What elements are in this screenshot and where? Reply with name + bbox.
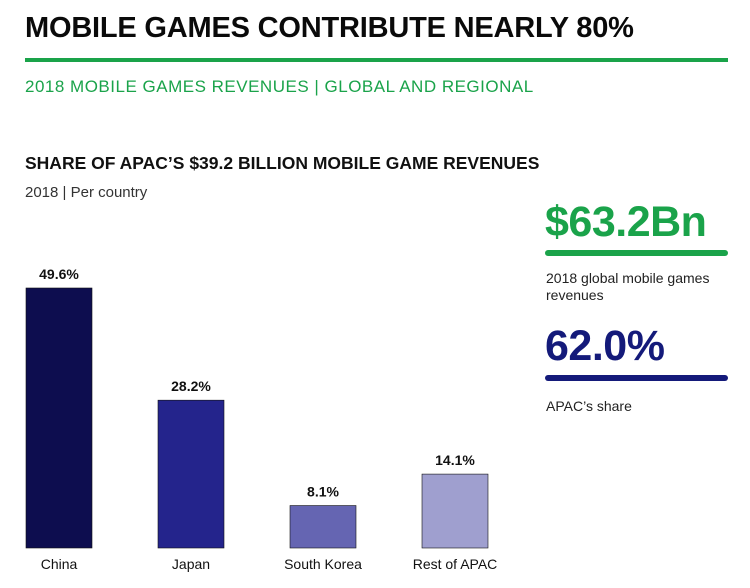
bar-chart: 49.6% China 28.2% Japan 8.1% South Korea 14.1%… bbox=[25, 266, 498, 572]
data-label-south-korea: 8.1% bbox=[307, 484, 339, 500]
chart-subtitle: 2018 | Per country bbox=[25, 184, 148, 201]
category-label-rest-of-apac: Rest of APAC bbox=[413, 556, 498, 572]
kpi-apac-share-value: 62.0% bbox=[545, 322, 665, 370]
kpi-apac-share-rule bbox=[545, 375, 728, 381]
bar-china bbox=[25, 287, 93, 549]
category-label-south-korea: South Korea bbox=[284, 556, 362, 572]
category-label-china: China bbox=[41, 556, 78, 572]
kpi-apac-share-description: APAC’s share bbox=[546, 398, 632, 414]
data-label-china: 49.6% bbox=[39, 266, 79, 282]
category-label-japan: Japan bbox=[172, 556, 210, 572]
chart-title: SHARE OF APAC’S $39.2 BILLION MOBILE GAM… bbox=[25, 153, 540, 173]
data-label-rest-of-apac: 14.1% bbox=[435, 452, 475, 468]
page-subtitle: 2018 MOBILE GAMES REVENUES | GLOBAL AND … bbox=[25, 77, 534, 96]
bar-south-korea bbox=[289, 505, 357, 549]
data-label-japan: 28.2% bbox=[171, 378, 211, 394]
kpi-global-revenue-description: 2018 global mobile games revenues bbox=[546, 270, 710, 303]
bar-rest-of-apac bbox=[421, 473, 489, 549]
kpi-global-revenue-rule bbox=[545, 250, 728, 256]
title-divider bbox=[25, 58, 728, 62]
kpi-global-revenue-value: $63.2Bn bbox=[545, 198, 707, 246]
bar-japan bbox=[157, 399, 225, 549]
page-title: MOBILE GAMES CONTRIBUTE NEARLY 80% bbox=[25, 12, 634, 44]
